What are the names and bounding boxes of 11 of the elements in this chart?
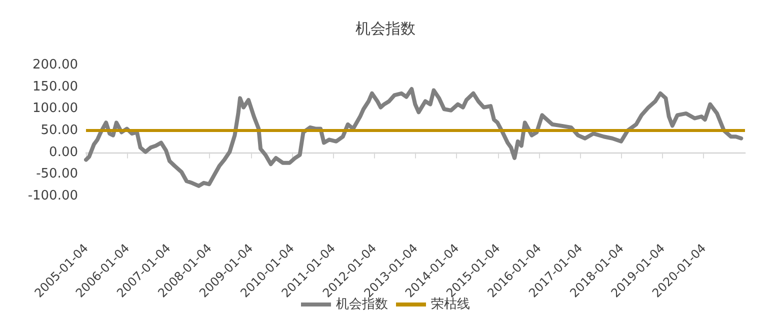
y-tick-label: 200.00 [32,58,78,72]
chart-title: 机会指数 [356,20,416,38]
y-tick-label: -50.00 [36,166,78,182]
y-tick-label: 50.00 [40,123,78,138]
y-tick-label: -100.00 [28,188,78,204]
y-tick-label: 0.00 [49,144,78,160]
legend-label: 机会指数 [336,297,388,312]
y-tick-label: 150.00 [32,79,78,94]
legend-label: 荣枯线 [431,297,470,312]
line-series [84,87,744,188]
y-tick-label: 100.00 [32,101,78,116]
